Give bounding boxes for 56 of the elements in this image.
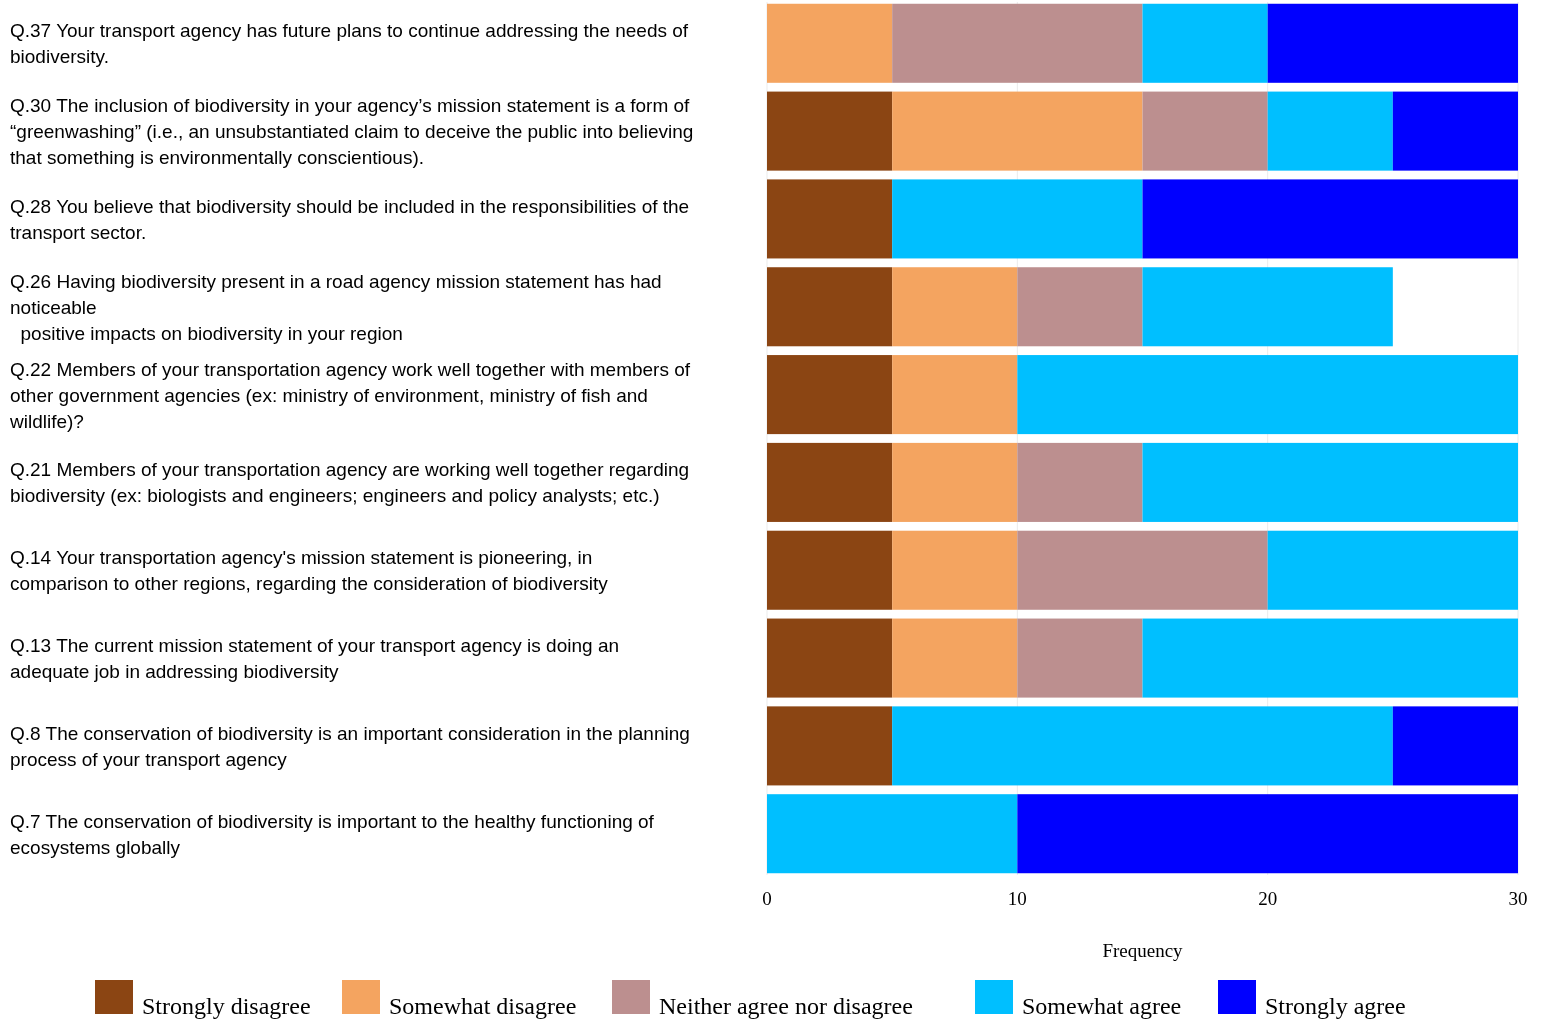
bar <box>1267 3 1518 83</box>
bar <box>892 618 1018 698</box>
bar <box>767 355 893 435</box>
bar <box>767 530 893 610</box>
bar <box>1142 3 1268 83</box>
y-tick-label: Q.28 You believe that biodiversity should be included in the responsibilities of the transport sector. <box>10 195 690 243</box>
bar <box>1142 91 1268 171</box>
x-tick-label: 10 <box>1007 888 1027 909</box>
bar <box>1392 91 1518 171</box>
legend-label: Somewhat disagree <box>389 993 577 1019</box>
legend-label: Somewhat agree <box>1022 993 1182 1019</box>
bar <box>1142 179 1518 259</box>
bar <box>892 706 1393 786</box>
bar <box>1017 267 1143 347</box>
bar <box>1142 618 1518 698</box>
y-tick-label: Q.14 Your transportation agency's mission statement is pioneering, in comparison to other regions, regarding the consideration of biodiversity <box>10 547 609 595</box>
y-tick-label: Q.26 Having biodiversity present in a road agency mission statement has had noticeable positive impacts on biodiversity in your region <box>10 270 662 344</box>
legend-label: Neither agree nor disagree <box>659 993 913 1019</box>
bar <box>767 3 893 83</box>
bar <box>892 3 1143 83</box>
bar <box>767 618 893 698</box>
bar <box>767 706 893 786</box>
x-axis-title: Frequency <box>1102 940 1184 961</box>
legend-label: Strongly disagree <box>142 993 311 1019</box>
bar <box>1392 706 1518 786</box>
y-tick-label: Q.37 Your transport agency has future plans to continue addressing the needs of biodiversity. <box>10 20 689 68</box>
bar <box>892 355 1018 435</box>
bar <box>892 442 1018 522</box>
x-tick-label: 30 <box>1508 888 1528 909</box>
y-tick-label: Q.7 The conservation of biodiversity is important to the healthy functioning of ecosystems globally <box>10 810 655 858</box>
bar <box>1017 442 1143 522</box>
bar <box>1267 530 1518 610</box>
bar <box>892 179 1143 259</box>
bar <box>1267 91 1393 171</box>
y-tick-label: Q.30 The inclusion of biodiversity in your agency’s mission statement is a form of “greenwashing” (i.e., an unsubstantiated claim to deceive the public into believing that something is environmentally conscientious). <box>10 95 694 169</box>
y-tick-label: Q.21 Members of your transportation agency are working well together regarding biodiversity (ex: biologists and engineers; engineers and policy analysts; etc.) <box>10 459 690 507</box>
y-tick-label: Q.22 Members of your transportation agency work well together with members of other government agencies (ex: ministry of environment, ministry of fish and wildlife)? <box>9 358 691 432</box>
x-tick-label: 20 <box>1258 888 1278 909</box>
bar <box>892 91 1143 171</box>
bar <box>1142 442 1518 522</box>
bar <box>1017 355 1518 435</box>
bar <box>892 267 1018 347</box>
y-tick-label: Q.13 The current mission statement of your transport agency is doing an adequate job in addressing biodiversity <box>10 635 620 683</box>
y-tick-label: Q.8 The conservation of biodiversity is an important consideration in the planning process of your transport agency <box>10 722 690 770</box>
bar <box>767 267 893 347</box>
bar <box>767 179 893 259</box>
x-tick-label: 0 <box>762 888 772 909</box>
bar <box>892 530 1018 610</box>
legend-label: Strongly agree <box>1265 993 1406 1019</box>
bar <box>767 794 1018 874</box>
bar <box>1017 794 1518 874</box>
bar <box>767 91 893 171</box>
bar <box>767 442 893 522</box>
bar <box>1142 267 1393 347</box>
bar <box>1017 530 1268 610</box>
bar <box>1017 618 1143 698</box>
